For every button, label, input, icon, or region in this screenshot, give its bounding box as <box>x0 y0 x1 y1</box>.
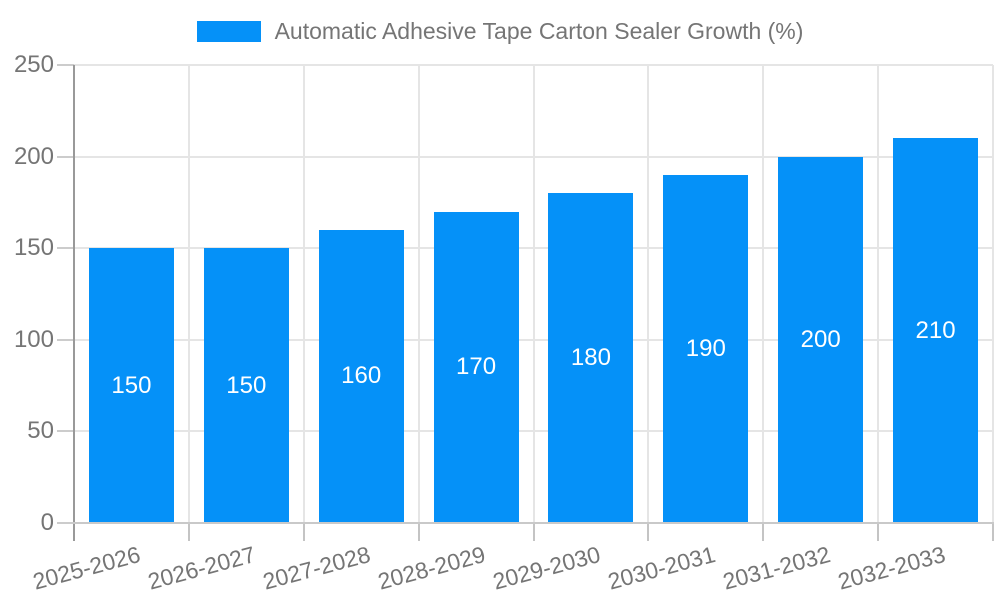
x-axis-tick-label: 2027-2028 <box>260 540 374 595</box>
y-axis-tick <box>57 155 74 158</box>
y-axis-tick-label: 100 <box>13 325 54 353</box>
v-gridline <box>647 65 650 523</box>
x-axis-tick <box>302 523 305 541</box>
x-axis-tick-label: 2026-2027 <box>145 540 259 595</box>
bar[interactable] <box>893 138 979 523</box>
x-axis-tick <box>762 523 765 541</box>
bar-value-label: 210 <box>915 316 956 344</box>
bar[interactable] <box>203 248 289 523</box>
bar[interactable] <box>663 174 749 523</box>
v-gridline <box>532 65 535 523</box>
x-axis-tick <box>877 523 880 541</box>
x-axis-tick-label: 2025-2026 <box>30 540 144 595</box>
v-gridline <box>762 65 765 523</box>
x-axis-tick <box>992 523 994 541</box>
v-gridline <box>877 65 880 523</box>
x-axis-line <box>73 522 994 524</box>
y-axis-tick <box>57 247 74 250</box>
bar-value-label: 160 <box>341 362 382 390</box>
x-axis-tick-label: 2028-2029 <box>375 540 489 595</box>
y-axis-line <box>73 65 75 541</box>
y-axis-tick-label: 250 <box>13 51 54 78</box>
bar[interactable] <box>88 248 174 523</box>
legend[interactable]: Automatic Adhesive Tape Carton Sealer Gr… <box>0 14 1000 48</box>
y-axis-tick-label: 0 <box>40 509 54 536</box>
y-axis-tick <box>57 338 74 341</box>
y-axis-tick <box>57 522 74 524</box>
x-axis-tick <box>417 523 420 541</box>
bar-value-label: 170 <box>456 353 497 381</box>
v-gridline <box>302 65 305 523</box>
y-axis-tick-label: 200 <box>13 142 54 170</box>
y-axis-tick <box>57 64 74 66</box>
legend-swatch[interactable] <box>196 20 261 42</box>
v-gridline <box>417 65 420 523</box>
bar[interactable] <box>318 229 404 523</box>
v-gridline <box>992 65 994 523</box>
x-axis-tick <box>647 523 650 541</box>
bar-value-label: 150 <box>226 371 267 399</box>
x-axis-tick-label: 2030-2031 <box>604 540 718 595</box>
bar-value-label: 200 <box>800 325 841 353</box>
x-axis-tick <box>187 523 190 541</box>
bar-value-label: 190 <box>685 334 726 362</box>
bar[interactable] <box>548 193 634 523</box>
y-axis-tick-label: 50 <box>27 417 54 445</box>
x-axis-tick-label: 2032-2033 <box>834 540 948 595</box>
x-axis-tick-label: 2029-2030 <box>489 540 603 595</box>
y-axis-tick-label: 150 <box>13 234 54 262</box>
bar[interactable] <box>433 211 519 523</box>
y-axis-tick <box>57 430 74 433</box>
bar-value-label: 180 <box>570 344 611 372</box>
x-axis-tick-label: 2031-2032 <box>719 540 833 595</box>
bar[interactable] <box>778 156 864 523</box>
x-axis-tick <box>532 523 535 541</box>
bar-value-label: 150 <box>111 371 152 399</box>
v-gridline <box>187 65 190 523</box>
legend-label[interactable]: Automatic Adhesive Tape Carton Sealer Gr… <box>274 17 804 44</box>
